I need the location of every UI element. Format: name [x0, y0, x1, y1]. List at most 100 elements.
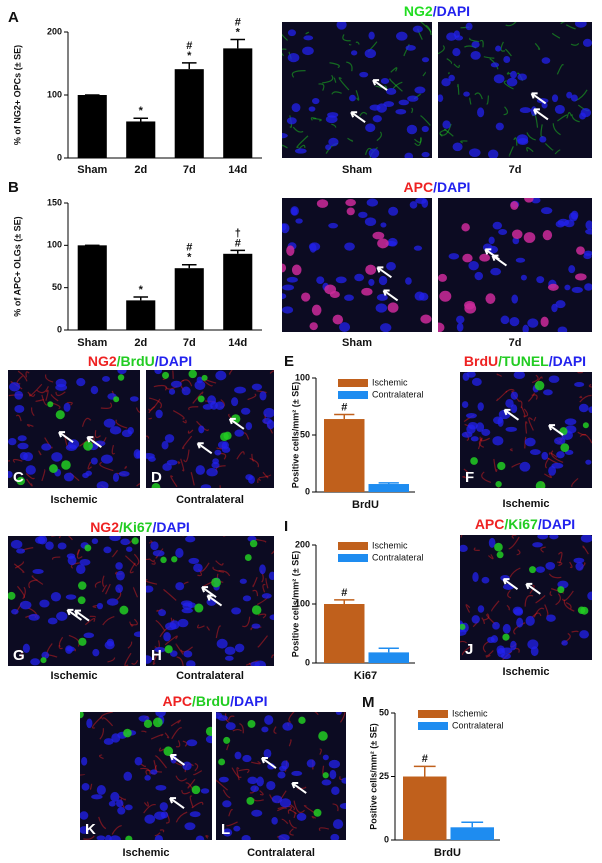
fiber	[329, 62, 340, 69]
fiber	[533, 607, 545, 618]
fiber	[282, 33, 288, 41]
error-bar	[230, 249, 246, 254]
nucleus	[231, 397, 239, 407]
fiber	[529, 584, 535, 594]
fiber	[226, 744, 230, 751]
fiber	[129, 621, 134, 627]
nucleus	[585, 459, 592, 465]
fiber	[359, 111, 368, 117]
nucleus	[217, 715, 228, 721]
fiber	[414, 137, 422, 147]
cell	[251, 605, 262, 615]
fiber	[188, 406, 199, 411]
panel-letter: C	[13, 469, 24, 486]
fiber	[577, 431, 587, 436]
fiber	[133, 553, 140, 566]
fiber	[52, 556, 61, 560]
fiber	[25, 473, 35, 480]
nucleus	[296, 812, 307, 821]
nucleus	[56, 611, 68, 621]
panel-letter: B	[8, 179, 19, 196]
nucleus	[375, 303, 388, 313]
nucleus	[135, 450, 140, 459]
fiber	[143, 803, 156, 814]
arrow	[530, 92, 547, 105]
cell	[211, 577, 221, 588]
fiber	[556, 64, 564, 75]
nucleus	[477, 107, 485, 118]
fiber	[101, 584, 108, 593]
panel-letter: F	[465, 469, 474, 486]
panel-letter: M	[362, 694, 375, 711]
nucleus	[76, 378, 86, 387]
nucleus	[245, 422, 253, 431]
panel-letter: D	[151, 469, 162, 486]
nucleus	[471, 615, 480, 624]
nucleus	[164, 434, 175, 443]
nucleus	[63, 472, 74, 482]
fiber	[58, 644, 63, 650]
image-label: Ischemic	[122, 847, 169, 859]
nucleus	[55, 383, 68, 391]
nucleus	[19, 451, 28, 461]
fiber	[310, 117, 317, 121]
y-tick-label: 100	[295, 372, 310, 382]
nucleus	[386, 261, 396, 271]
image-title: NG2/Ki67/DAPI	[90, 519, 190, 535]
nucleus	[115, 584, 124, 593]
fiber	[257, 635, 268, 648]
bar	[174, 268, 204, 330]
fiber	[29, 383, 43, 397]
nucleus	[488, 236, 495, 245]
nucleus	[448, 253, 460, 260]
nucleus	[185, 536, 196, 543]
nucleus	[51, 452, 63, 462]
cell	[346, 207, 355, 216]
nucleus	[200, 484, 212, 488]
fiber	[84, 618, 96, 626]
y-axis-label: Positive cells/mm² (± SE)	[368, 723, 378, 829]
fiber	[277, 805, 293, 811]
bar	[324, 604, 365, 663]
fiber	[152, 653, 158, 665]
fiber	[164, 732, 170, 739]
nucleus	[396, 31, 408, 41]
fiber	[164, 635, 178, 646]
cell	[113, 396, 120, 403]
nucleus	[328, 137, 339, 147]
fiber	[524, 594, 534, 607]
arrow	[58, 431, 74, 443]
fiber	[569, 561, 573, 569]
cell	[560, 443, 570, 452]
fiber	[30, 407, 35, 417]
nucleus	[102, 376, 111, 382]
nucleus	[588, 406, 592, 414]
nucleus	[481, 576, 490, 584]
nucleus	[527, 318, 539, 328]
fiber	[236, 767, 240, 781]
nucleus	[475, 422, 485, 432]
fiber	[205, 835, 209, 839]
fiber	[567, 111, 572, 117]
fiber	[81, 417, 92, 427]
nucleus	[442, 120, 451, 129]
fiber	[322, 74, 334, 84]
nucleus	[278, 834, 290, 840]
nucleus	[286, 276, 298, 283]
nucleus	[495, 45, 502, 52]
nucleus	[308, 242, 321, 251]
nucleus	[556, 451, 565, 459]
nucleus	[387, 237, 398, 247]
fiber	[534, 42, 541, 50]
fiber	[555, 593, 561, 606]
image-label: Sham	[342, 164, 372, 176]
fiber	[550, 450, 564, 464]
nucleus	[263, 748, 272, 759]
title-part: /Ki67	[504, 516, 538, 532]
nucleus	[481, 428, 491, 436]
fiber	[100, 402, 113, 409]
nucleus	[502, 623, 511, 634]
panel-letter: J	[465, 641, 473, 658]
title-part: /DAPI	[433, 3, 470, 19]
